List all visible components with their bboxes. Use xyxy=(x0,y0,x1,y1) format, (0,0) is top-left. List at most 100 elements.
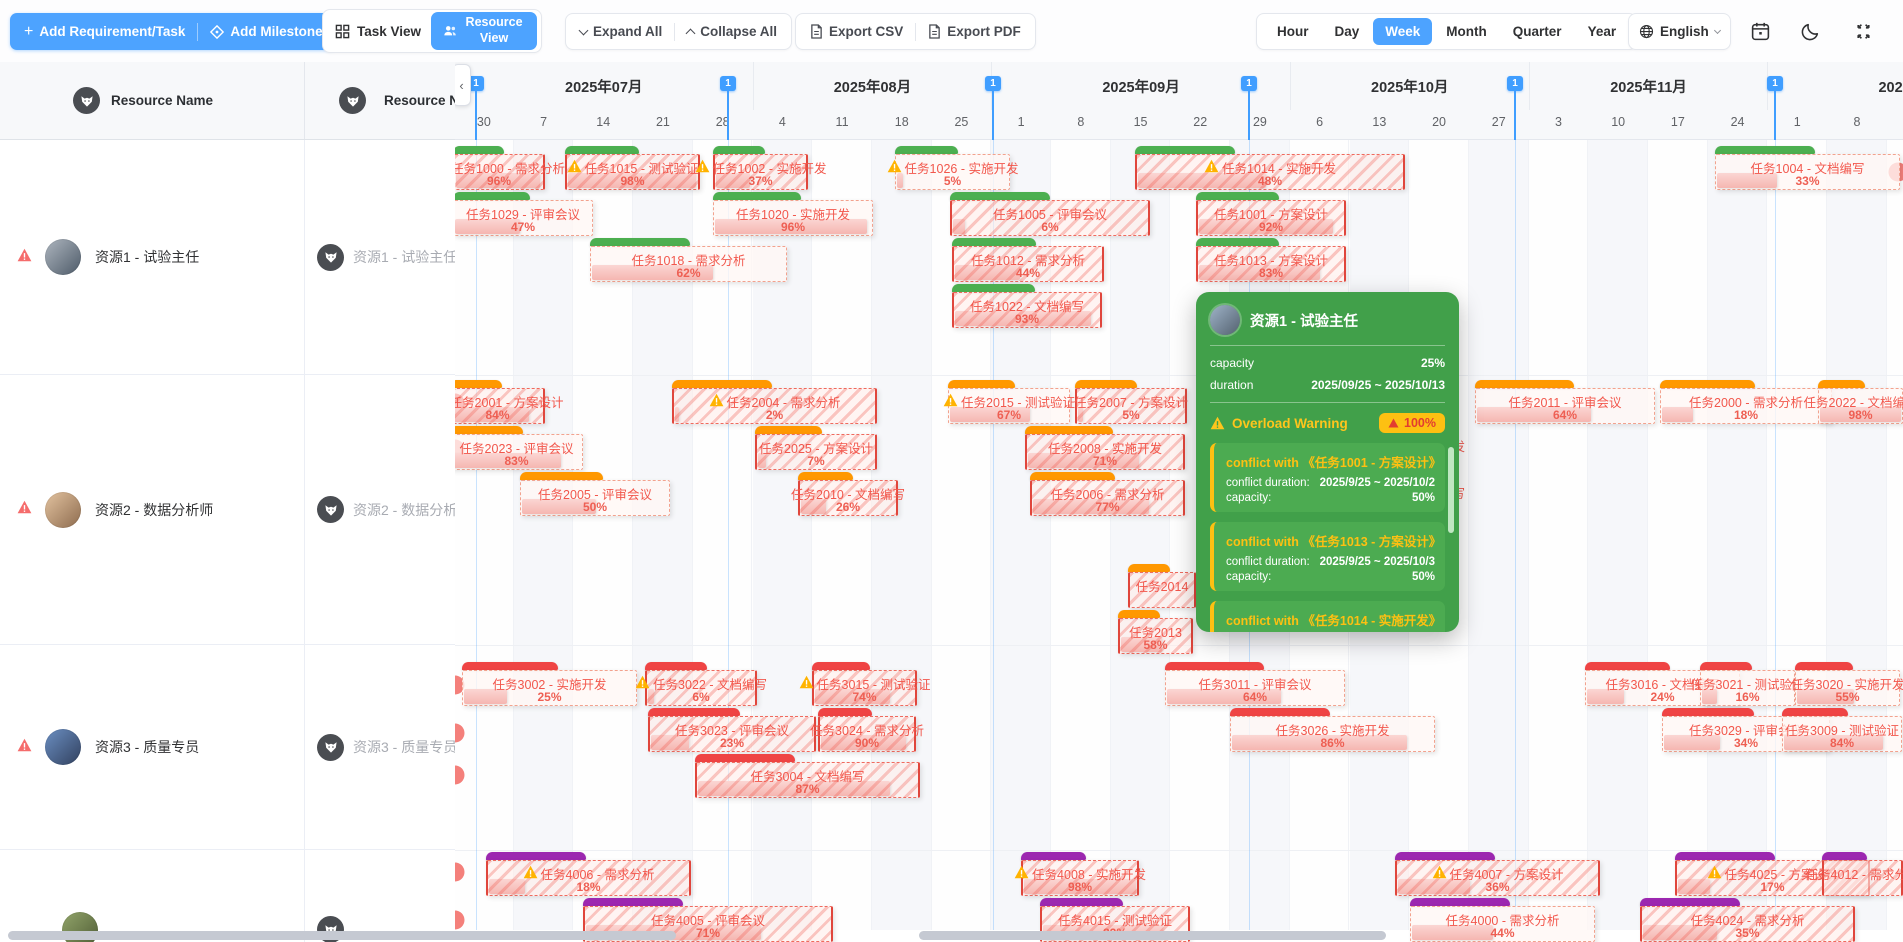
task-bar[interactable]: 任务4012 - 需求分析 xyxy=(1806,852,1903,896)
task-label: 任务1020 - 实施开发 xyxy=(736,204,850,223)
task-bar[interactable]: 任务3022 - 文档编写 6% xyxy=(635,662,767,706)
task-bar[interactable]: 任务4008 - 实施开发 98% xyxy=(1014,852,1146,896)
add-milestone-button[interactable]: Add Milestone xyxy=(210,24,323,39)
task-bar[interactable]: 任务1001 - 方案设计 92% xyxy=(1196,192,1346,236)
milestone-badge[interactable]: 1 xyxy=(1241,76,1257,91)
task-bar[interactable]: 任务3026 - 实施开发 86% xyxy=(1230,708,1435,752)
task-bar[interactable]: 任务4024 - 需求分析 35% xyxy=(1640,898,1855,942)
task-bar[interactable]: 任务1002 - 实施开发 37% xyxy=(695,146,826,190)
overflow-task-dot[interactable] xyxy=(455,910,465,930)
task-bar[interactable]: 任务4006 - 需求分析 18% xyxy=(486,852,691,896)
add-requirement-task-button[interactable]: + Add Requirement/Task xyxy=(24,23,185,41)
task-bar[interactable]: 任务2014 xyxy=(1128,564,1196,608)
task-cap xyxy=(952,238,1036,246)
task-bar[interactable]: 任务2011 - 评审会议 64% xyxy=(1475,380,1655,424)
task-bar[interactable]: 任务1012 - 需求分析 44% xyxy=(952,238,1104,282)
task-bar[interactable]: 任务2013 58% xyxy=(1118,610,1193,654)
task-bar[interactable]: 任务3002 - 实施开发 25% xyxy=(462,662,637,706)
task-bar[interactable]: 任务1022 - 文档编写 93% xyxy=(952,284,1102,328)
export-csv-label: Export CSV xyxy=(829,24,904,39)
task-bar[interactable]: 任务1005 - 评审会议 6% xyxy=(950,192,1150,236)
task-label-text: 任务4007 - 方案设计 xyxy=(1449,868,1564,882)
resource-view-button[interactable]: Resource View xyxy=(431,12,538,50)
task-bar[interactable]: 任务2023 - 评审会议 83% xyxy=(455,426,583,470)
resource-row[interactable]: 资源3 - 质量专员 资源3 - 质量专员 xyxy=(0,645,455,850)
task-bar[interactable]: 任务2001 - 方案设计 84% xyxy=(455,380,563,424)
collapse-all-label: Collapse All xyxy=(700,24,778,39)
task-bar[interactable]: 任务1029 - 评审会议 47% xyxy=(455,192,593,236)
task-label: 任务3023 - 评审会议 xyxy=(675,720,789,739)
task-bar[interactable]: 任务3023 - 评审会议 23% xyxy=(648,708,816,752)
language-dropdown[interactable]: English xyxy=(1628,13,1731,50)
gantt-horizontal-scrollbar[interactable] xyxy=(919,931,1386,940)
task-bar[interactable]: 任务2007 - 方案设计 5% xyxy=(1074,380,1188,424)
task-bar[interactable]: 任务2022 - 文档编写98% xyxy=(1804,380,1903,424)
conflict-card: conflict with 《任务1014 - 实施开发》conflict du… xyxy=(1210,601,1445,632)
task-bar[interactable]: 任务1020 - 实施开发 96% xyxy=(713,192,873,236)
period-option-week[interactable]: Week xyxy=(1373,18,1433,45)
task-bar[interactable]: 任务3020 - 实施开发 55% xyxy=(1791,662,1903,706)
task-bar[interactable]: 任务2015 - 测试验证 67% xyxy=(943,380,1075,424)
warning-icon xyxy=(887,159,902,176)
task-bar[interactable]: 任务2000 - 需求分析 18% xyxy=(1660,380,1832,424)
day-tick: 13 xyxy=(1372,115,1387,129)
task-bar[interactable]: 任务3015 - 测试验证 74% xyxy=(799,662,930,706)
milestone-badge[interactable]: 1 xyxy=(720,76,736,91)
task-bar[interactable]: 任务1000 - 需求分析 96% xyxy=(455,146,565,190)
resource-name-column-header[interactable]: Resource Name xyxy=(0,62,305,139)
task-bar[interactable]: 任务4000 - 需求分析 44% xyxy=(1410,898,1595,942)
collapse-all-button[interactable]: Collapse All xyxy=(685,24,778,39)
task-view-button[interactable]: Task View xyxy=(335,24,421,39)
task-bar[interactable]: 任务4007 - 方案设计 36% xyxy=(1395,852,1600,896)
period-option-quarter[interactable]: Quarter xyxy=(1512,24,1562,39)
milestone-badge[interactable]: 1 xyxy=(468,76,484,91)
collapse-panel-handle[interactable]: ‹ xyxy=(455,64,471,106)
export-pdf-button[interactable]: Export PDF xyxy=(928,24,1021,39)
task-bar[interactable]: 任务2006 - 需求分析 77% xyxy=(1030,472,1185,516)
wolf-avatar-icon xyxy=(73,87,100,114)
period-option-hour[interactable]: Hour xyxy=(1277,24,1309,39)
day-tick: 29 xyxy=(1252,115,1267,129)
left-panel-horizontal-scrollbar[interactable] xyxy=(8,931,676,940)
dark-mode-toggle[interactable] xyxy=(1795,16,1825,46)
overflow-task-dot[interactable] xyxy=(455,675,465,695)
task-bar[interactable]: 任务3004 - 文档编写 87% xyxy=(695,754,920,798)
expand-all-button[interactable]: Expand All xyxy=(578,24,662,39)
task-bar[interactable]: 任务1014 - 实施开发 48% xyxy=(1135,146,1405,190)
task-bar[interactable]: 任务2010 - 文档编写 26% xyxy=(791,472,905,516)
overflow-task-dot[interactable] xyxy=(455,862,465,882)
tooltip-scrollbar[interactable] xyxy=(1448,447,1454,533)
task-bar[interactable]: 任务3024 - 需求分析 90% xyxy=(810,708,924,752)
period-option-year[interactable]: Year xyxy=(1587,24,1617,39)
milestone-badge[interactable]: 1 xyxy=(1767,76,1783,91)
export-csv-button[interactable]: Export CSV xyxy=(810,24,903,39)
task-bar[interactable]: 任务2025 - 方案设计 7% xyxy=(755,426,877,470)
milestone-badge[interactable]: 1 xyxy=(985,76,1001,91)
task-progress-fill xyxy=(1412,925,1493,940)
task-bar[interactable]: 任务3021 - 测试验证 16% xyxy=(1691,662,1804,706)
calendar-icon-button[interactable] xyxy=(1745,16,1775,46)
period-option-month[interactable]: Month xyxy=(1446,24,1487,39)
task-bar[interactable]: 任务1004 - 文档编写 33% xyxy=(1715,146,1900,190)
resource-row[interactable]: 资源1 - 试验主任 资源1 - 试验主任 xyxy=(0,140,455,375)
task-progress-fill xyxy=(1664,735,1721,750)
task-bar[interactable]: 任务1013 - 方案设计 83% xyxy=(1196,238,1346,282)
task-bar[interactable]: 任务1018 - 需求分析 62% xyxy=(590,238,787,282)
milestone-badge[interactable]: 1 xyxy=(1507,76,1523,91)
task-bar[interactable]: 任务2005 - 评审会议 50% xyxy=(520,472,670,516)
task-bar[interactable]: 任务2008 - 实施开发 71% xyxy=(1025,426,1185,470)
task-percent: 58% xyxy=(1143,638,1168,652)
task-cap xyxy=(1410,898,1510,906)
period-option-day[interactable]: Day xyxy=(1334,24,1360,39)
task-bar[interactable]: 任务1015 - 测试验证 98% xyxy=(565,146,700,190)
resource-row[interactable]: 资源2 - 数据分析师 资源2 - 数据分析 xyxy=(0,375,455,645)
task-bar[interactable]: 任务3009 - 测试验证 84% xyxy=(1782,708,1902,752)
task-bar[interactable]: 任务1026 - 实施开发 5% xyxy=(887,146,1018,190)
overflow-task-dot[interactable] xyxy=(455,765,465,785)
overflow-task-dot[interactable] xyxy=(455,723,465,743)
task-bar[interactable]: 任务2004 - 需求分析 2% xyxy=(672,380,877,424)
resource-row[interactable] xyxy=(0,850,455,942)
fullscreen-toggle[interactable] xyxy=(1848,16,1878,46)
resource-name-column2-header[interactable]: Resource Na xyxy=(305,62,455,139)
task-bar[interactable]: 任务3011 - 评审会议 64% xyxy=(1165,662,1345,706)
